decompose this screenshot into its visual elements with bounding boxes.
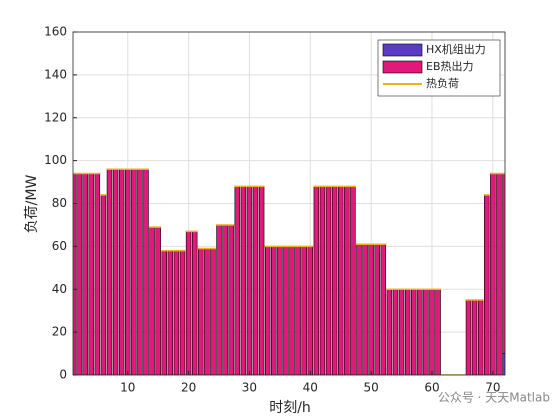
y-tick-label: 0	[59, 368, 67, 382]
bar	[465, 299, 472, 375]
bar	[143, 168, 149, 375]
bar	[173, 250, 180, 375]
y-tick-label: 40	[52, 282, 67, 296]
bar	[398, 288, 405, 375]
bar	[155, 226, 161, 375]
bar	[362, 243, 368, 375]
bar	[216, 224, 222, 375]
bar	[301, 246, 307, 375]
bar	[198, 248, 204, 375]
bar	[161, 250, 168, 375]
bar	[484, 194, 490, 375]
bar	[471, 299, 478, 375]
x-tick-label: 40	[303, 381, 318, 395]
bar	[106, 168, 113, 375]
bar	[417, 288, 423, 375]
bar	[496, 173, 502, 375]
bar	[423, 288, 429, 375]
bar	[271, 246, 277, 375]
bar	[325, 186, 332, 375]
bar	[289, 246, 295, 375]
bar	[131, 168, 137, 375]
bar	[76, 173, 82, 375]
bar	[185, 231, 192, 375]
bar	[149, 226, 155, 375]
bar	[100, 194, 107, 375]
bar	[112, 168, 119, 375]
bar	[137, 168, 143, 375]
x-tick-label: 10	[120, 381, 135, 395]
y-tick-label: 140	[44, 67, 67, 81]
bar	[240, 186, 247, 375]
legend-label: EB热出力	[426, 59, 474, 73]
bar	[368, 243, 374, 375]
legend-swatch	[382, 43, 423, 57]
bar	[410, 288, 417, 375]
bar	[386, 288, 393, 375]
bar	[252, 186, 259, 375]
y-tick-label: 100	[44, 153, 67, 167]
bar	[392, 288, 399, 375]
bar	[94, 173, 101, 375]
y-tick-label: 80	[52, 196, 67, 210]
bar	[404, 288, 411, 375]
bar	[204, 248, 210, 375]
y-tick-label: 120	[44, 110, 67, 124]
bar	[118, 168, 125, 375]
bar	[429, 288, 435, 375]
bar	[264, 246, 271, 375]
watermark: 公众号 · 天天Matlab	[438, 391, 550, 405]
x-tick-label: 20	[181, 381, 196, 395]
bar	[191, 231, 198, 375]
bar	[313, 186, 320, 375]
bar	[337, 186, 344, 375]
bar	[277, 246, 283, 375]
bar	[477, 299, 484, 375]
x-tick-label: 30	[242, 381, 257, 395]
bar	[246, 186, 253, 375]
bar	[356, 243, 362, 375]
bar	[258, 186, 265, 375]
bar	[283, 246, 289, 375]
bar	[88, 173, 94, 375]
bar	[331, 186, 338, 375]
legend-swatch	[382, 60, 423, 74]
bar	[374, 243, 380, 375]
bar	[228, 224, 234, 375]
x-tick-label: 70	[485, 381, 500, 395]
y-tick-label: 60	[52, 239, 67, 253]
y-tick-label: 160	[44, 25, 67, 39]
bar	[344, 186, 350, 375]
bar	[350, 186, 356, 375]
bar	[179, 250, 186, 375]
bar	[295, 246, 301, 375]
x-tick-label: 60	[424, 381, 439, 395]
bar	[490, 173, 496, 375]
bar	[319, 186, 326, 375]
x-tick-label: 50	[364, 381, 379, 395]
legend-label: HX机组出力	[426, 42, 486, 56]
y-tick-label: 20	[52, 325, 67, 339]
bar	[210, 248, 216, 375]
bar	[435, 288, 441, 375]
legend-label: 热负荷	[426, 76, 459, 90]
bar	[167, 250, 174, 375]
y-axis-label: 负荷/MW	[24, 175, 40, 234]
bar	[380, 243, 387, 375]
bar	[234, 186, 241, 375]
x-axis-label: 时刻/h	[269, 400, 311, 416]
bar	[82, 173, 88, 375]
bar	[125, 168, 131, 375]
bar	[222, 224, 228, 375]
bar	[307, 246, 314, 375]
